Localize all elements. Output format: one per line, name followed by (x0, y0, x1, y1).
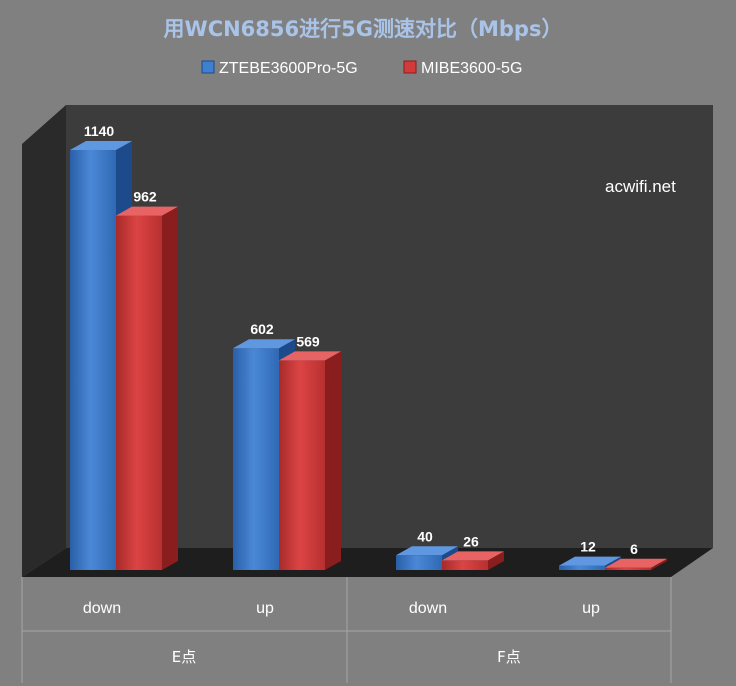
data-label-s2-c1: 962 (133, 189, 157, 205)
watermark-text: acwifi.net (605, 177, 676, 196)
bar-s1-c4 (559, 565, 605, 570)
data-label-s1-c2: 602 (250, 321, 274, 337)
chart-title: 用WCN6856进行5G测速对比（Mbps） (164, 17, 563, 41)
bar-s2-c2-top (279, 351, 341, 361)
tick-label-4: up (582, 600, 600, 617)
legend-label-series-1: ZTEBE3600Pro-5G (219, 60, 358, 77)
bar-s2-c2-side (325, 351, 341, 570)
data-label-s1-c4: 12 (580, 539, 596, 555)
data-label-s2-c2: 569 (296, 333, 320, 349)
bar-s1-c2-top (233, 339, 295, 349)
plot-side-wall (22, 105, 66, 577)
category-axis (21, 577, 672, 683)
bar-s1-c1 (70, 150, 116, 570)
plot-floor (22, 548, 713, 577)
bar-s2-c4-top (605, 558, 667, 568)
bar-s1-c1-top (70, 141, 132, 150)
data-label-s2-c4: 6 (630, 541, 638, 557)
group-label-e: E点 (172, 648, 196, 666)
legend: ZTEBE3600Pro-5G MIBE3600-5G (201, 60, 522, 77)
plot-back-wall (66, 105, 713, 548)
bar-s2-c1 (116, 215, 162, 570)
data-label-s1-c3: 40 (417, 528, 433, 544)
bar-s2-c4-side (651, 558, 667, 570)
group-label-f: F点 (497, 648, 521, 666)
bar-s2-c2 (279, 360, 325, 570)
tick-label-1: down (83, 600, 121, 617)
bar-s1-c4-top (559, 556, 621, 566)
bar-s1-c3 (396, 555, 442, 570)
bar-s2-c4 (605, 567, 651, 570)
bar-s2-c3-side (488, 551, 504, 570)
bar-s1-c2 (233, 348, 279, 570)
legend-swatch-series-2 (403, 60, 417, 74)
bar-s2-c1-top (116, 206, 178, 216)
bar-s2-c3-top (442, 551, 504, 561)
data-label-s2-c3: 26 (463, 533, 479, 549)
bar-s2-c1-side (162, 206, 178, 570)
tick-label-3: down (409, 600, 447, 617)
legend-label-series-2: MIBE3600-5G (421, 60, 522, 77)
legend-swatch-series-1 (201, 60, 215, 74)
bar-s1-c3-top (396, 546, 458, 556)
bars: 1140 602 40 12 962 569 26 6 (70, 123, 667, 570)
data-label-s1-c1: 1140 (84, 123, 115, 139)
bar-s2-c3 (442, 560, 488, 570)
tick-label-2: up (256, 600, 274, 617)
